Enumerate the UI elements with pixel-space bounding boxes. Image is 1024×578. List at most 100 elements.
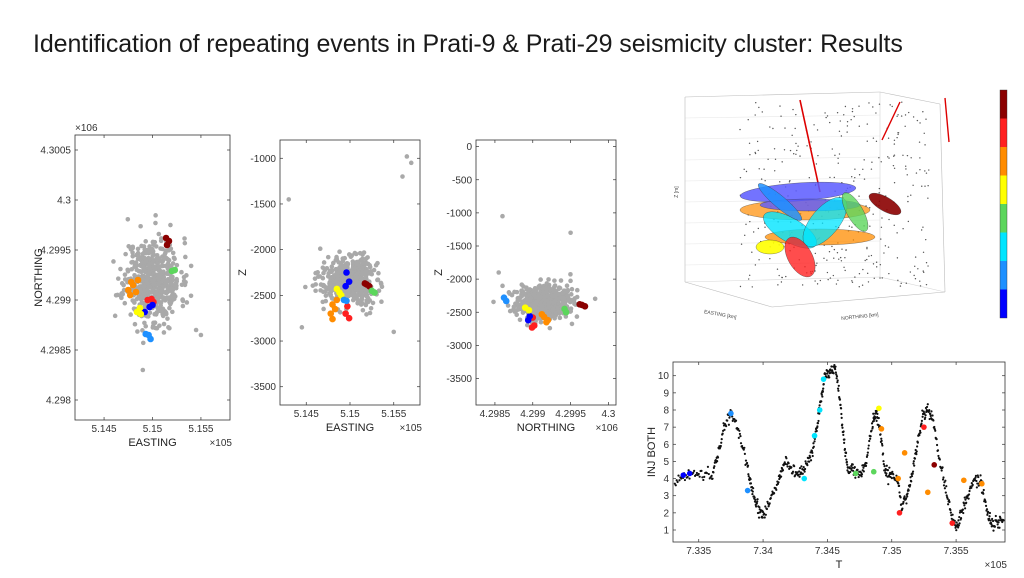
repeater-point — [333, 296, 341, 304]
repeater-series — [124, 276, 142, 299]
y-tick-label: -3500 — [446, 374, 472, 385]
trace-point — [882, 452, 885, 455]
trace-point — [872, 412, 875, 415]
event-point-3d — [848, 225, 851, 227]
repeater-point — [931, 462, 938, 468]
trace-point — [836, 387, 840, 390]
trace-point — [809, 456, 812, 459]
background-event-point — [531, 292, 537, 297]
event-point-3d — [858, 105, 860, 107]
trace-point — [809, 459, 813, 462]
repeater-point — [811, 432, 818, 439]
trace-point — [821, 390, 825, 393]
background-event-point — [337, 281, 343, 286]
event-point-3d — [843, 114, 845, 116]
trace-point — [738, 432, 742, 436]
event-point-3d — [896, 115, 898, 118]
background-event-point — [391, 329, 397, 335]
colorbar-segment — [1000, 289, 1007, 318]
event-point-3d — [869, 225, 871, 227]
event-point-3d — [827, 278, 829, 281]
trace-point — [798, 475, 801, 478]
trace-point — [862, 466, 865, 469]
x-tick-label: 7.345 — [815, 546, 840, 557]
background-event-point — [520, 310, 526, 315]
trace-point — [827, 370, 830, 373]
trace-point — [1002, 519, 1005, 522]
trace-point — [828, 376, 831, 379]
trace-point — [975, 486, 978, 489]
event-point-3d — [813, 124, 815, 126]
event-point-3d — [745, 170, 748, 173]
background-event-point — [144, 248, 150, 253]
background-event-point — [152, 311, 157, 317]
trace-point — [830, 365, 833, 368]
trace-point — [761, 511, 765, 514]
y-tick-label: 0 — [466, 142, 472, 153]
y-axis-label: NORTHING [km] — [841, 312, 879, 322]
trace-point — [743, 452, 746, 455]
trace-point — [817, 419, 820, 423]
trace-point — [697, 472, 700, 476]
trace-point — [833, 363, 836, 367]
event-point-3d — [893, 182, 896, 184]
background-event-point — [357, 250, 363, 256]
trace-point — [837, 389, 840, 392]
background-event-point — [370, 300, 376, 306]
trace-point — [695, 471, 698, 475]
background-event-point — [524, 294, 530, 300]
easting-depth-plot: 5.145 5.15 5.155 -3500 -3000 -2500 -2000 -1500 -… — [237, 139, 422, 434]
trace-point — [958, 522, 961, 525]
event-point-3d — [927, 265, 929, 267]
repeater-point — [961, 477, 967, 484]
repeater-point — [331, 305, 339, 313]
y-tick-label: -1500 — [446, 242, 472, 253]
trace-point — [906, 495, 909, 498]
trace-point — [957, 526, 960, 529]
trace-point — [743, 446, 746, 449]
background-event-point — [151, 252, 157, 257]
event-point-3d — [891, 105, 893, 108]
repeater-series — [538, 310, 552, 326]
background-event-point — [143, 323, 149, 329]
background-event-point — [153, 213, 158, 218]
event-point-3d — [928, 169, 930, 171]
event-point-3d — [826, 259, 828, 261]
trace-point — [840, 412, 843, 416]
background-event-point — [352, 250, 358, 256]
trace-point — [968, 489, 971, 493]
event-point-3d — [922, 270, 924, 272]
background-event-point — [352, 265, 358, 271]
background-event-point — [174, 262, 180, 268]
background-event-point — [355, 286, 361, 292]
trace-point — [954, 526, 957, 529]
event-point-3d — [829, 176, 831, 179]
repeater-point — [127, 278, 135, 286]
event-point-3d — [834, 154, 836, 157]
event-point-3d — [755, 102, 757, 104]
background-event-point — [181, 278, 187, 284]
event-point-3d — [779, 105, 781, 107]
background-event-point — [160, 312, 165, 317]
event-point-3d — [781, 276, 783, 279]
event-point-3d — [854, 168, 856, 170]
trace-point — [751, 492, 754, 496]
background-event-point — [552, 278, 557, 283]
repeater-point — [137, 310, 145, 318]
colorbar-segment — [1000, 175, 1007, 204]
trace-point — [802, 465, 805, 469]
background-event-point — [574, 314, 580, 319]
background-event-point — [568, 278, 573, 284]
axis-frame-line — [684, 91, 881, 98]
trace-point — [761, 516, 764, 519]
y-tick-label: 4.3005 — [40, 146, 71, 157]
event-point-3d — [907, 220, 910, 223]
trace-point — [840, 407, 843, 410]
event-point-3d — [751, 251, 753, 253]
trace-point — [948, 500, 951, 504]
event-point-3d — [878, 157, 880, 159]
background-event-point — [140, 328, 145, 333]
repeater-point — [921, 424, 927, 430]
event-point-3d — [816, 283, 819, 285]
repeater-point — [530, 322, 538, 329]
